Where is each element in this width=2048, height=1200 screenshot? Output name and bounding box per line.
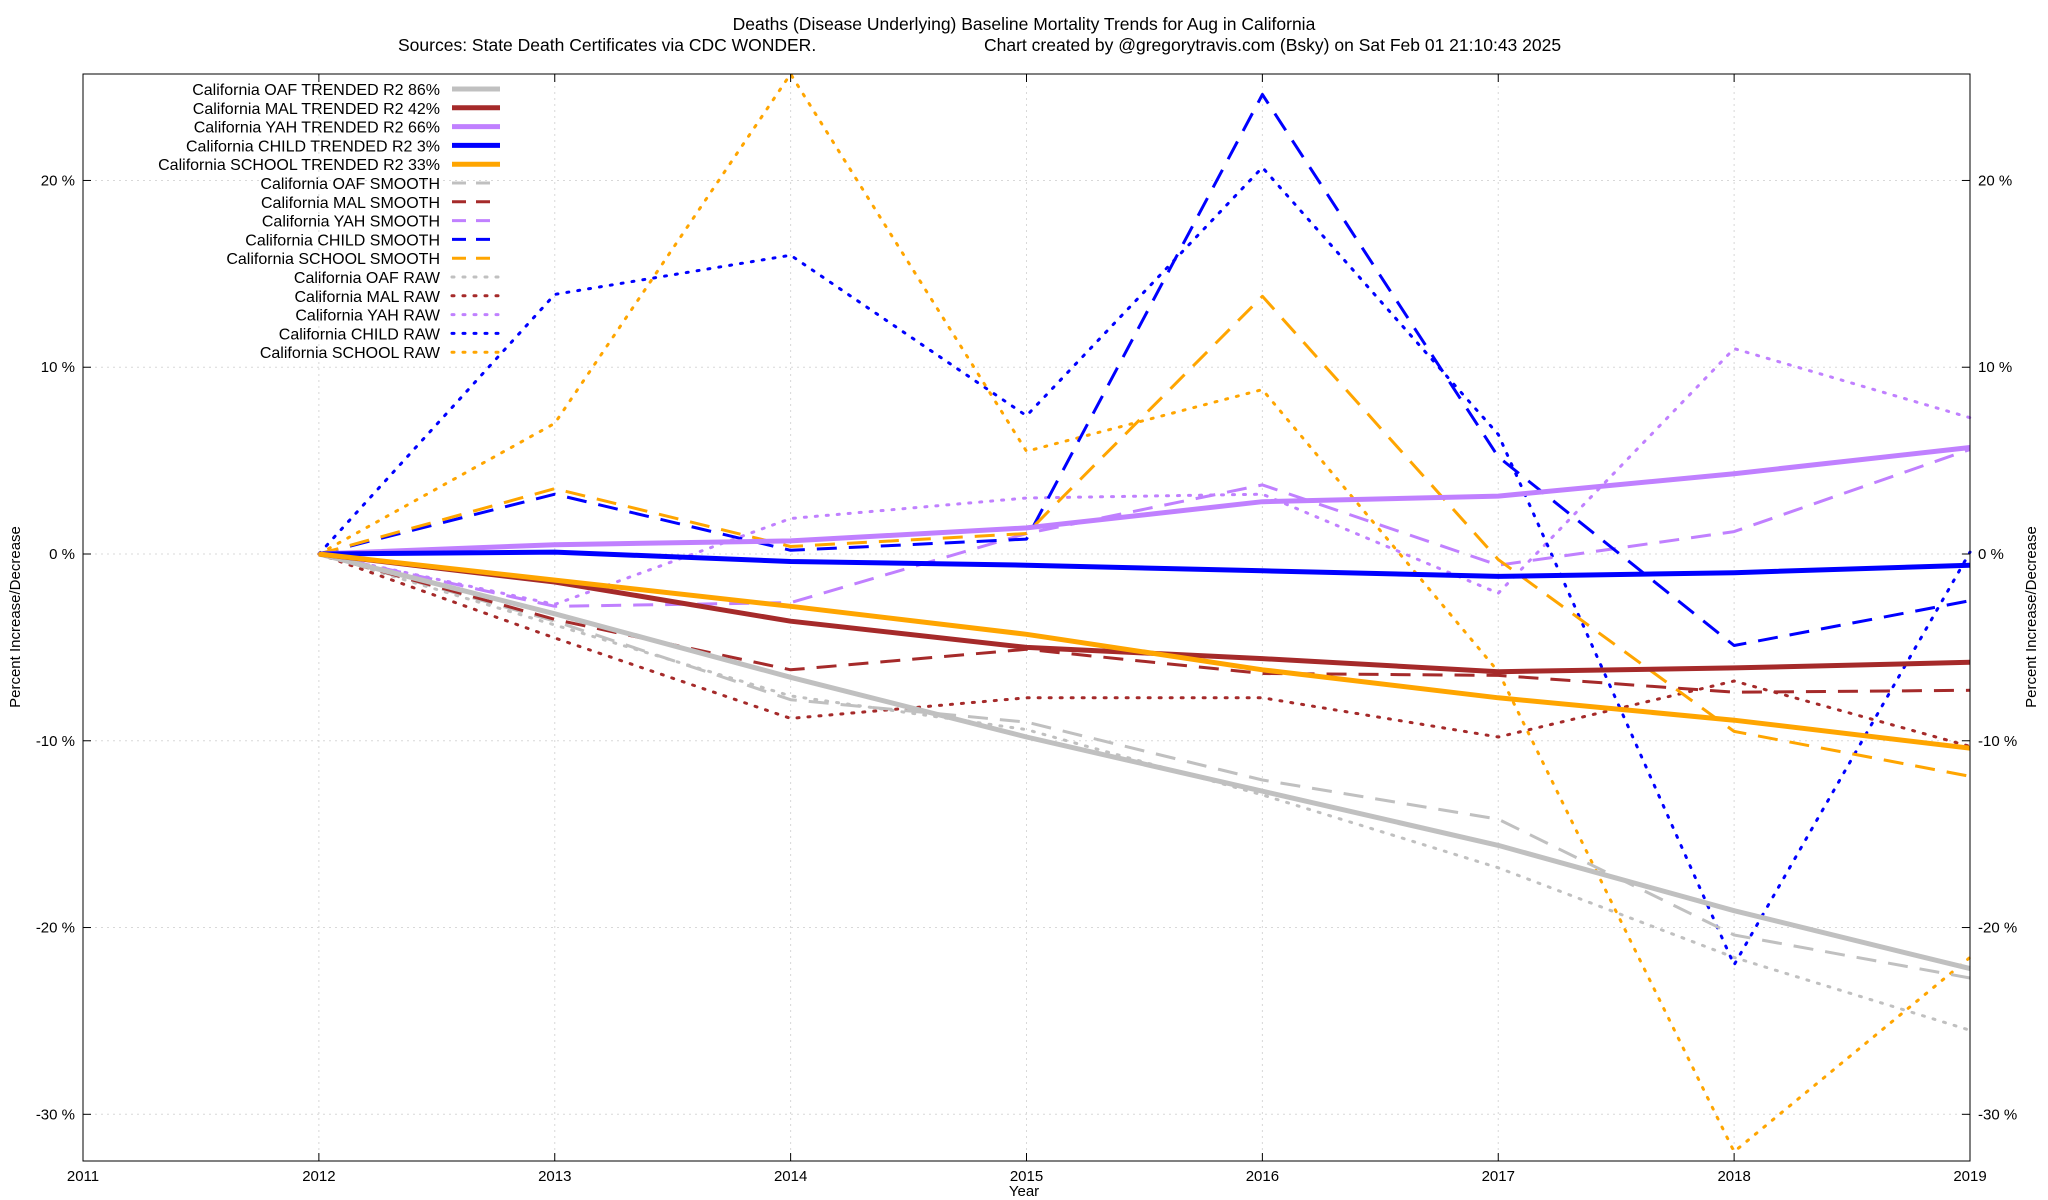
series-line [318, 551, 1971, 751]
x-axis-label: Year [1009, 1183, 1039, 1200]
legend-label: California YAH SMOOTH [262, 214, 440, 231]
ticks: 2011 2012 2013 2014 2015 2016 2017 2018 2019 20 %… [36, 74, 2017, 1185]
legend-label: California CHILD SMOOTH [245, 232, 440, 249]
y-tick-label-right: -20 % [1978, 920, 2017, 937]
chart-title: Deaths (Disease Underlying) Baseline Mor… [733, 14, 1316, 34]
y-axis-label-right: Percent Increase/Decrease [2023, 526, 2040, 708]
legend-label: California CHILD TRENDED R2 3% [186, 138, 440, 155]
chart-subtitle-right: Chart created by @gregorytravis.com (Bsk… [984, 35, 1561, 55]
series-layer [317, 72, 1972, 1154]
legend-label: California SCHOOL SMOOTH [226, 251, 440, 268]
series-line [318, 93, 1971, 647]
y-tick-label-left: -30 % [36, 1106, 75, 1123]
y-tick-label-right: 20 % [1978, 172, 2012, 189]
x-tick-label: 2014 [774, 1168, 807, 1185]
series-line [318, 549, 1971, 579]
y-tick-label-right: -30 % [1978, 1106, 2017, 1123]
x-tick-label: 2019 [1953, 1168, 1986, 1185]
legend-label: California OAF TRENDED R2 86% [192, 82, 440, 99]
series-line [317, 165, 1972, 967]
y-tick-label-right: 10 % [1978, 359, 2012, 376]
series-line [318, 552, 1971, 694]
chart-subtitle-left: Sources: State Death Certificates via CD… [398, 35, 816, 55]
x-tick-label: 2012 [302, 1168, 335, 1185]
legend-label: California SCHOOL TRENDED R2 33% [158, 157, 440, 174]
legend-label: California MAL TRENDED R2 42% [193, 101, 440, 118]
series-line [317, 347, 1972, 606]
series-line [317, 552, 1972, 1032]
x-tick-label: 2013 [538, 1168, 571, 1185]
x-tick-label: 2016 [1246, 1168, 1279, 1185]
series-line [317, 72, 1972, 1154]
x-tick-label: 2018 [1717, 1168, 1750, 1185]
legend-label: California YAH TRENDED R2 66% [194, 120, 440, 137]
series-line [318, 551, 1971, 972]
y-tick-label-right: -10 % [1978, 733, 2017, 750]
x-tick-label: 2011 [67, 1168, 99, 1185]
y-tick-label-left: 0 % [49, 546, 75, 563]
series-line [318, 294, 1971, 778]
y-tick-label-left: -10 % [36, 733, 75, 750]
legend-label: California MAL RAW [294, 289, 440, 306]
y-axis-label-left: Percent Increase/Decrease [7, 526, 24, 708]
y-tick-label-left: 20 % [41, 172, 75, 189]
grid [82, 74, 1971, 1161]
series-line [318, 445, 1971, 557]
x-tick-label: 2017 [1482, 1168, 1515, 1185]
legend: California OAF TRENDED R2 86% California … [158, 82, 502, 362]
legend-label: California SCHOOL RAW [260, 345, 441, 362]
y-tick-label-right: 0 % [1978, 546, 2004, 563]
series-line [318, 447, 1971, 608]
y-tick-label-left: 10 % [41, 359, 75, 376]
legend-label: California OAF SMOOTH [260, 176, 440, 193]
x-tick-label: 2015 [1010, 1168, 1043, 1185]
legend-label: California OAF RAW [294, 270, 441, 287]
legend-label: California YAH RAW [295, 308, 441, 325]
legend-label: California MAL SMOOTH [261, 195, 440, 212]
y-tick-label-left: -20 % [36, 920, 75, 937]
legend-label: California CHILD RAW [279, 326, 441, 343]
